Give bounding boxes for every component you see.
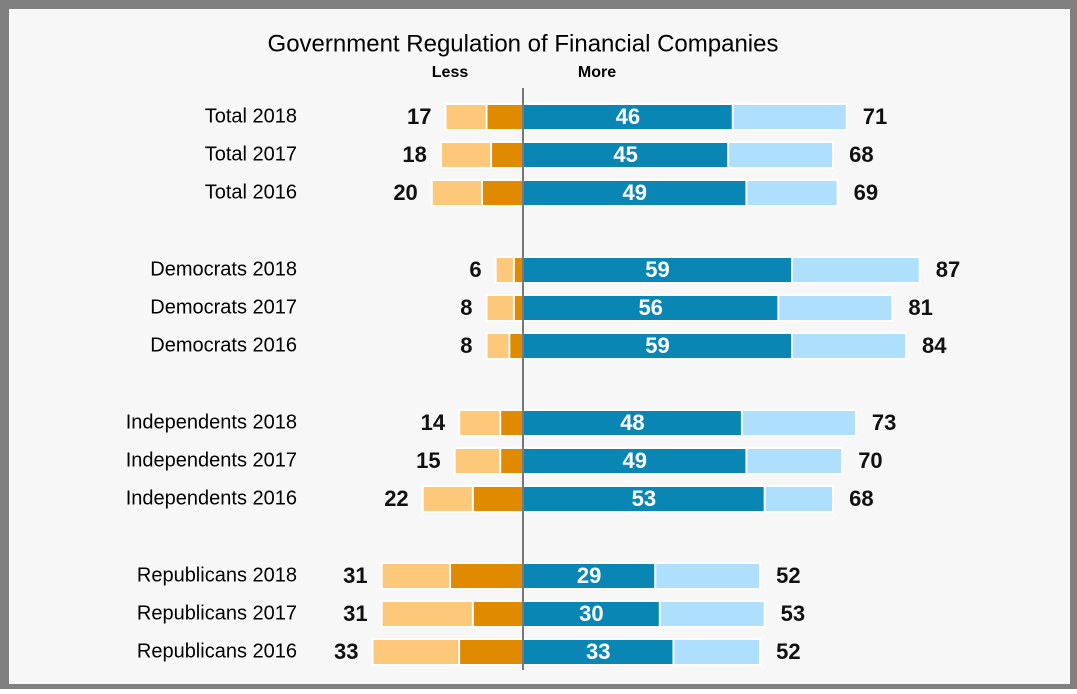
- more-strong-bar: [522, 409, 743, 437]
- less-label: 31: [343, 601, 367, 626]
- less-strong-bar: [449, 562, 525, 590]
- row-label: Democrats 2017: [150, 296, 297, 318]
- less-strong-bar: [512, 256, 525, 284]
- row-label: Republicans 2018: [137, 564, 297, 586]
- less-label: 17: [407, 104, 431, 129]
- less-label: 22: [384, 486, 408, 511]
- row-label: Total 2018: [205, 105, 297, 127]
- row-label: Total 2016: [205, 181, 297, 203]
- row-label: Democrats 2016: [150, 334, 297, 356]
- more-label: 84: [922, 333, 947, 358]
- less-strong-bar: [471, 485, 524, 513]
- less-label: 15: [416, 448, 440, 473]
- more-strong-bar: [522, 179, 748, 207]
- more-strong-label: 33: [586, 639, 610, 664]
- more-label: 81: [908, 295, 932, 320]
- more-label: 87: [936, 257, 960, 282]
- more-strong-label: 46: [616, 104, 640, 129]
- more-label: 71: [863, 104, 887, 129]
- more-label: 53: [781, 601, 805, 626]
- row-label: Independents 2018: [126, 411, 297, 433]
- less-strong-bar: [485, 103, 524, 131]
- more-strong-bar: [522, 103, 734, 131]
- more-strong-bar: [522, 256, 794, 284]
- more-label: 68: [849, 142, 873, 167]
- less-label: 8: [460, 295, 472, 320]
- row-label: Republicans 2017: [137, 602, 297, 624]
- more-strong-label: 48: [620, 410, 644, 435]
- more-strong-bar: [522, 332, 794, 360]
- more-strong-bar: [522, 485, 766, 513]
- less-label: 31: [343, 563, 367, 588]
- more-label: 68: [849, 486, 873, 511]
- less-label: 20: [393, 180, 417, 205]
- less-strong-bar: [480, 179, 524, 207]
- chart-title: Government Regulation of Financial Compa…: [268, 30, 779, 57]
- less-strong-bar: [458, 638, 525, 666]
- more-label: 52: [776, 639, 800, 664]
- less-strong-bar: [508, 332, 525, 360]
- less-strong-bar: [490, 141, 524, 169]
- more-label: 69: [854, 180, 878, 205]
- more-label: 52: [776, 563, 800, 588]
- more-strong-label: 59: [645, 257, 669, 282]
- row-label: Total 2017: [205, 143, 297, 165]
- more-strong-label: 56: [638, 295, 662, 320]
- row-label: Democrats 2018: [150, 258, 297, 280]
- more-strong-label: 29: [577, 563, 601, 588]
- more-label: 70: [858, 448, 882, 473]
- left-header: Less: [432, 64, 469, 81]
- less-strong-bar: [471, 600, 524, 628]
- more-strong-label: 30: [579, 601, 603, 626]
- more-strong-bar: [522, 141, 730, 169]
- more-strong-label: 45: [613, 142, 637, 167]
- row-label: Independents 2017: [126, 449, 297, 471]
- more-strong-label: 59: [645, 333, 669, 358]
- less-strong-bar: [512, 294, 525, 322]
- more-label: 73: [872, 410, 896, 435]
- more-strong-bar: [522, 294, 780, 322]
- less-label: 6: [469, 257, 481, 282]
- less-label: 8: [460, 333, 472, 358]
- more-strong-label: 49: [622, 180, 646, 205]
- row-label: Independents 2016: [126, 487, 297, 509]
- less-label: 33: [334, 639, 358, 664]
- right-header: More: [578, 64, 616, 81]
- row-label: Republicans 2016: [137, 640, 297, 662]
- more-strong-label: 53: [632, 486, 656, 511]
- less-strong-bar: [499, 409, 525, 437]
- more-strong-label: 49: [622, 448, 646, 473]
- less-strong-bar: [499, 447, 525, 475]
- less-label: 14: [421, 410, 446, 435]
- less-label: 18: [402, 142, 426, 167]
